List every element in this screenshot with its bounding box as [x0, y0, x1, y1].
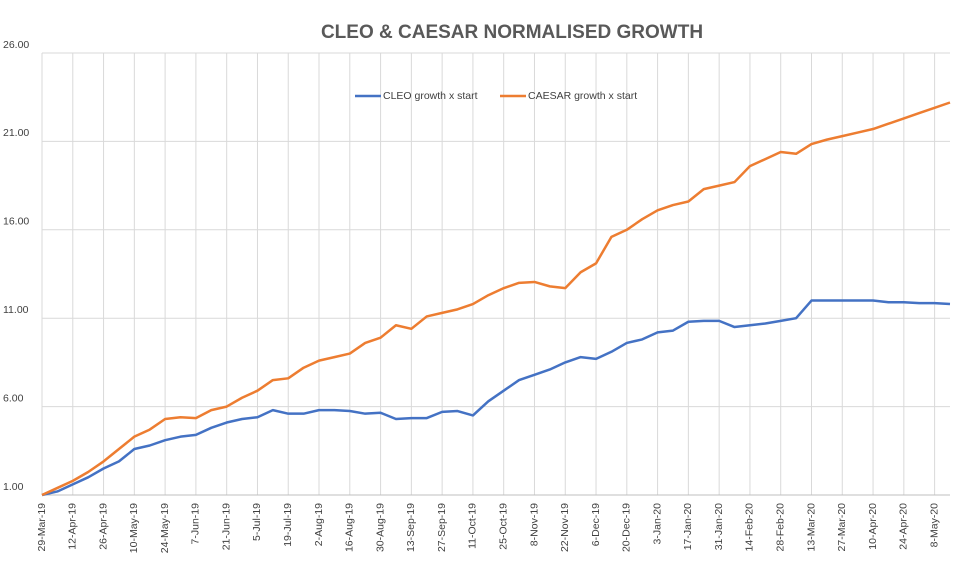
- x-tick-label: 17-Jan-20: [682, 503, 694, 550]
- x-tick-label: 14-Feb-20: [744, 503, 756, 552]
- y-tick-label: 11.00: [3, 304, 29, 316]
- x-tick-label: 13-Sep-19: [405, 503, 417, 552]
- x-tick-label: 27-Mar-20: [836, 503, 848, 552]
- x-tick-label: 24-May-19: [159, 503, 171, 553]
- x-tick-label: 20-Dec-19: [621, 503, 633, 552]
- x-tick-label: 5-Jul-19: [251, 503, 263, 541]
- x-tick-label: 24-Apr-20: [898, 503, 910, 550]
- y-tick-label: 6.00: [3, 392, 24, 404]
- x-tick-label: 16-Aug-19: [344, 503, 356, 552]
- x-tick-label: 26-Apr-19: [97, 503, 109, 550]
- x-tick-label: 28-Feb-20: [774, 503, 786, 552]
- series-line: [41, 299, 951, 497]
- x-tick-label: 12-Apr-19: [67, 503, 79, 550]
- y-tick-label: 1.00: [3, 481, 24, 493]
- x-tick-label: 2-Aug-19: [313, 503, 325, 546]
- x-tick-label: 8-Nov-19: [528, 503, 540, 546]
- series-line: [41, 101, 951, 497]
- x-tick-label: 11-Oct-19: [467, 503, 479, 549]
- x-tick-label: 19-Jul-19: [282, 503, 294, 547]
- x-tick-label: 10-Apr-20: [867, 503, 879, 550]
- x-tick-label: 22-Nov-19: [559, 503, 571, 552]
- x-tick-label: 27-Sep-19: [436, 503, 448, 552]
- legend-label: CLEO growth x start: [383, 90, 478, 102]
- y-tick-label: 26.00: [3, 39, 29, 51]
- x-tick-label: 8-May-20: [928, 503, 940, 548]
- x-tick-label: 30-Aug-19: [374, 503, 386, 552]
- legend-label: CAESAR growth x start: [528, 90, 637, 102]
- x-tick-label: 3-Jan-20: [651, 503, 663, 545]
- x-tick-label: 25-Oct-19: [497, 503, 509, 550]
- x-tick-label: 6-Dec-19: [590, 503, 602, 546]
- x-tick-label: 29-Mar-19: [36, 503, 48, 552]
- y-tick-label: 21.00: [3, 127, 29, 139]
- x-tick-label: 13-Mar-20: [805, 503, 817, 552]
- chart-title: CLEO & CAESAR NORMALISED GROWTH: [321, 22, 703, 43]
- y-tick-label: 16.00: [3, 216, 29, 228]
- x-tick-label: 21-Jun-19: [220, 503, 232, 550]
- x-tick-label: 10-May-19: [128, 503, 140, 553]
- x-tick-label: 31-Jan-20: [713, 503, 725, 550]
- x-tick-label: 7-Jun-19: [190, 503, 202, 545]
